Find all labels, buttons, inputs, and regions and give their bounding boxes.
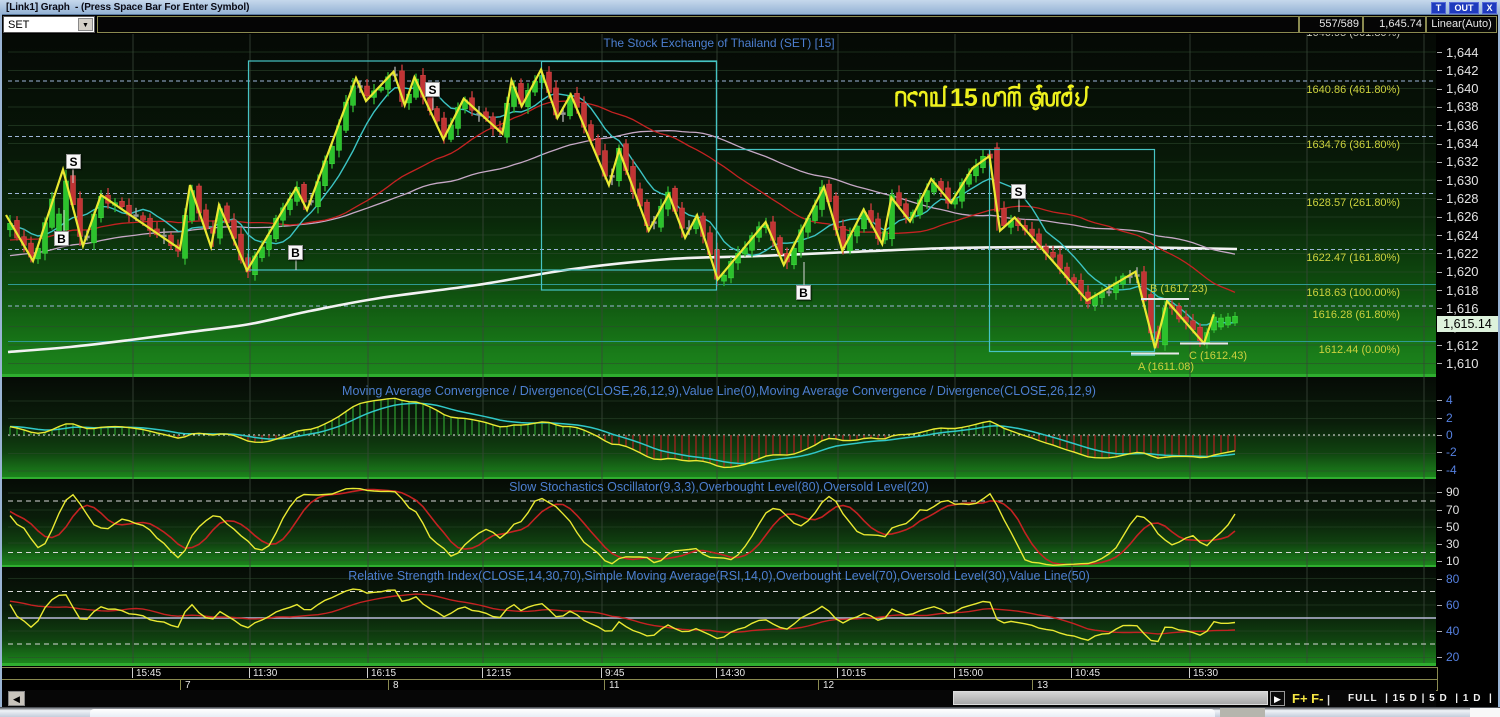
svg-text:15: 15 (950, 84, 978, 112)
